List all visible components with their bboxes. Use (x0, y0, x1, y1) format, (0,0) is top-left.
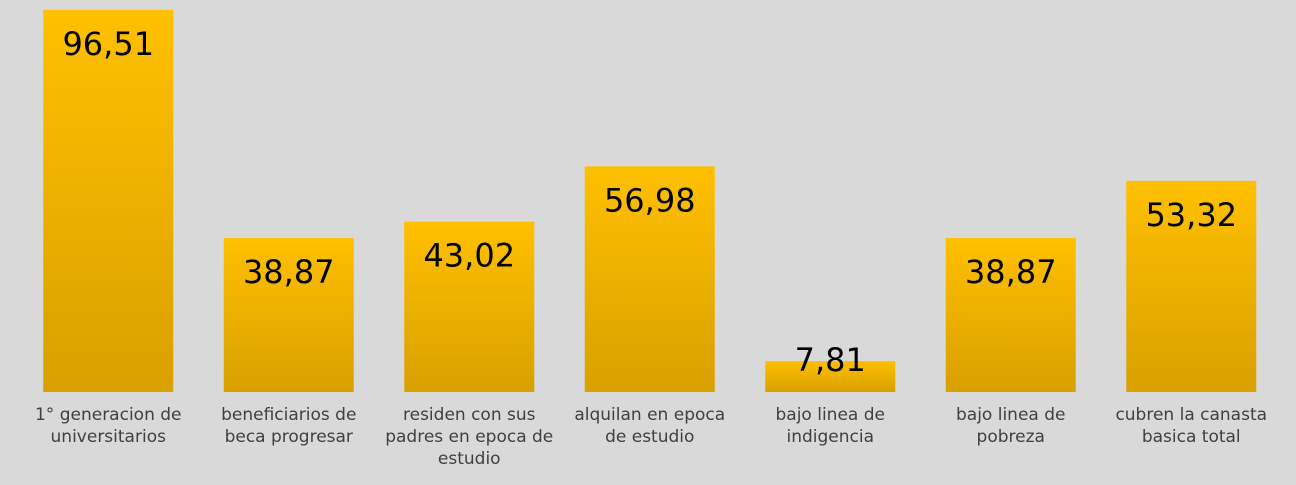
value-label: 56,98 (604, 181, 696, 219)
bar (584, 166, 715, 392)
value-label: 96,51 (62, 25, 154, 63)
x-tick-label: bajo linea de indigencia (775, 405, 886, 447)
x-tick-label: cubren la canasta basica total (1115, 405, 1268, 447)
bar (765, 361, 896, 392)
bar (1126, 180, 1257, 392)
x-tick-label: bajo linea de pobreza (956, 405, 1066, 447)
x-tick-label: 1° generacion de universitarios (34, 405, 182, 447)
bar (945, 238, 1076, 392)
x-tick-label: beneficiarios de beca progresar (221, 405, 357, 447)
value-label: 38,87 (965, 253, 1057, 291)
value-label: 53,32 (1145, 196, 1237, 234)
bar (223, 238, 354, 392)
value-label: 43,02 (423, 237, 515, 275)
bar (43, 9, 174, 392)
value-label: 38,87 (243, 253, 335, 291)
x-tick-label: alquilan en epoca de estudio (574, 405, 726, 447)
bar (404, 221, 535, 392)
x-tick-label: residen con sus padres en epoca de estud… (385, 405, 554, 469)
value-label: 7,81 (795, 341, 866, 379)
